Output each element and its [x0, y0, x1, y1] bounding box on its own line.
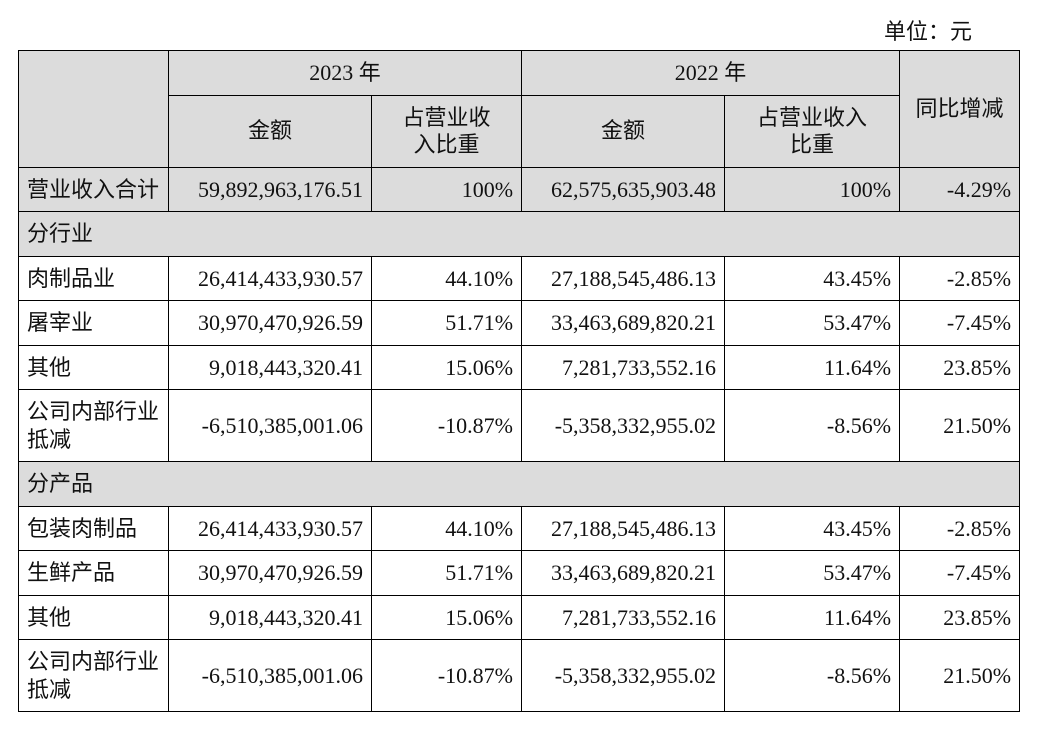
row-ratio2022: 53.47% — [725, 551, 900, 596]
unit-label: 单位：元 — [18, 14, 1020, 46]
row-label: 其他 — [19, 345, 169, 390]
row-ratio2022: 43.45% — [725, 256, 900, 301]
row-ratio2023: 44.10% — [372, 506, 522, 551]
row-label-line1: 公司内部行业 — [27, 649, 159, 674]
row-amt2023: 26,414,433,930.57 — [169, 256, 372, 301]
row-label-line1: 公司内部行业 — [27, 399, 159, 424]
header-year-2022: 2022 年 — [522, 51, 900, 96]
row-change: -2.85% — [900, 506, 1020, 551]
header-ratio-2022-line1: 占营业收入 — [757, 105, 867, 130]
row-label-line2: 抵减 — [27, 677, 71, 702]
table-row: 其他 9,018,443,320.41 15.06% 7,281,733,552… — [19, 345, 1020, 390]
row-change: -7.45% — [900, 301, 1020, 346]
table-row: 其他 9,018,443,320.41 15.06% 7,281,733,552… — [19, 595, 1020, 640]
row-label-line2: 抵减 — [27, 427, 71, 452]
total-row: 营业收入合计 59,892,963,176.51 100% 62,575,635… — [19, 167, 1020, 212]
header-amount-2022: 金额 — [522, 95, 725, 167]
header-row-2: 金额 占营业收 入比重 金额 占营业收入 比重 — [19, 95, 1020, 167]
header-row-1: 2023 年 2022 年 同比增减 — [19, 51, 1020, 96]
row-amt2023: -6,510,385,001.06 — [169, 390, 372, 462]
table-row: 肉制品业 26,414,433,930.57 44.10% 27,188,545… — [19, 256, 1020, 301]
row-ratio2023: 15.06% — [372, 595, 522, 640]
total-label: 营业收入合计 — [19, 167, 169, 212]
row-label: 公司内部行业 抵减 — [19, 640, 169, 712]
row-ratio2022: -8.56% — [725, 390, 900, 462]
row-ratio2022: 11.64% — [725, 595, 900, 640]
row-amt2022: 7,281,733,552.16 — [522, 595, 725, 640]
row-ratio2022: -8.56% — [725, 640, 900, 712]
header-year-2023: 2023 年 — [169, 51, 522, 96]
row-ratio2023: -10.87% — [372, 390, 522, 462]
row-amt2022: -5,358,332,955.02 — [522, 640, 725, 712]
row-amt2023: 26,414,433,930.57 — [169, 506, 372, 551]
row-change: 21.50% — [900, 640, 1020, 712]
row-amt2023: 30,970,470,926.59 — [169, 301, 372, 346]
table-row: 包装肉制品 26,414,433,930.57 44.10% 27,188,54… — [19, 506, 1020, 551]
header-amount-2023: 金额 — [169, 95, 372, 167]
row-amt2022: 7,281,733,552.16 — [522, 345, 725, 390]
header-ratio-2022-line2: 比重 — [790, 132, 834, 157]
header-ratio-2023: 占营业收 入比重 — [372, 95, 522, 167]
section-product: 分产品 — [19, 462, 1020, 507]
header-change: 同比增减 — [900, 51, 1020, 168]
section-industry-row: 分行业 — [19, 212, 1020, 257]
row-amt2023: 30,970,470,926.59 — [169, 551, 372, 596]
total-amt2022: 62,575,635,903.48 — [522, 167, 725, 212]
total-amt2023: 59,892,963,176.51 — [169, 167, 372, 212]
section-product-row: 分产品 — [19, 462, 1020, 507]
row-amt2022: 27,188,545,486.13 — [522, 256, 725, 301]
row-amt2023: 9,018,443,320.41 — [169, 595, 372, 640]
row-amt2022: -5,358,332,955.02 — [522, 390, 725, 462]
row-label: 其他 — [19, 595, 169, 640]
row-ratio2023: 15.06% — [372, 345, 522, 390]
row-ratio2022: 43.45% — [725, 506, 900, 551]
row-amt2022: 33,463,689,820.21 — [522, 551, 725, 596]
row-amt2022: 33,463,689,820.21 — [522, 301, 725, 346]
row-ratio2023: 44.10% — [372, 256, 522, 301]
row-change: -2.85% — [900, 256, 1020, 301]
row-ratio2022: 53.47% — [725, 301, 900, 346]
header-ratio-2022: 占营业收入 比重 — [725, 95, 900, 167]
table-row: 屠宰业 30,970,470,926.59 51.71% 33,463,689,… — [19, 301, 1020, 346]
table-row: 公司内部行业 抵减 -6,510,385,001.06 -10.87% -5,3… — [19, 390, 1020, 462]
total-change: -4.29% — [900, 167, 1020, 212]
financial-table: 2023 年 2022 年 同比增减 金额 占营业收 入比重 金额 占营业收入 … — [18, 50, 1020, 712]
row-amt2022: 27,188,545,486.13 — [522, 506, 725, 551]
row-label: 包装肉制品 — [19, 506, 169, 551]
row-change: -7.45% — [900, 551, 1020, 596]
row-ratio2023: 51.71% — [372, 551, 522, 596]
table-row: 生鲜产品 30,970,470,926.59 51.71% 33,463,689… — [19, 551, 1020, 596]
row-label: 肉制品业 — [19, 256, 169, 301]
row-amt2023: 9,018,443,320.41 — [169, 345, 372, 390]
header-ratio-2023-line2: 入比重 — [414, 132, 480, 157]
row-amt2023: -6,510,385,001.06 — [169, 640, 372, 712]
header-blank — [19, 51, 169, 168]
row-ratio2023: -10.87% — [372, 640, 522, 712]
total-ratio2023: 100% — [372, 167, 522, 212]
row-change: 23.85% — [900, 345, 1020, 390]
row-ratio2023: 51.71% — [372, 301, 522, 346]
header-ratio-2023-line1: 占营业收 — [403, 105, 491, 130]
section-industry: 分行业 — [19, 212, 1020, 257]
row-label: 生鲜产品 — [19, 551, 169, 596]
row-change: 21.50% — [900, 390, 1020, 462]
table-row: 公司内部行业 抵减 -6,510,385,001.06 -10.87% -5,3… — [19, 640, 1020, 712]
row-ratio2022: 11.64% — [725, 345, 900, 390]
total-ratio2022: 100% — [725, 167, 900, 212]
row-label: 公司内部行业 抵减 — [19, 390, 169, 462]
row-label: 屠宰业 — [19, 301, 169, 346]
row-change: 23.85% — [900, 595, 1020, 640]
